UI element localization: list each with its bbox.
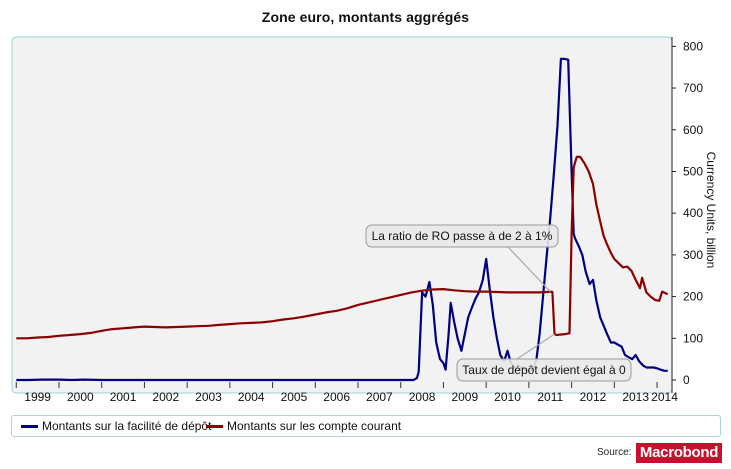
- x-tick-label: 2004: [238, 390, 265, 404]
- y-tick-label: 300: [683, 248, 703, 262]
- macrobond-logo: Macrobond: [636, 443, 722, 463]
- y-axis: 0 100 200 300 400 500 600 700 800: [671, 37, 703, 393]
- y-tick-label: 200: [683, 290, 703, 304]
- chart-title: Zone euro, montants aggrégés: [261, 9, 470, 25]
- y-tick-label: 600: [683, 123, 703, 137]
- x-tick-label: 2009: [451, 390, 478, 404]
- x-tick-label: 2011: [537, 390, 563, 404]
- y-tick-label: 100: [683, 331, 703, 345]
- y-tick-label: 800: [683, 39, 703, 53]
- y-axis-title: Currency Units, billion: [704, 152, 718, 269]
- x-tick-label: 2010: [494, 390, 521, 404]
- legend-swatch-deposit-facility: [21, 424, 38, 428]
- x-tick-label: 2006: [323, 390, 350, 404]
- x-tick-label: 2014: [651, 390, 678, 404]
- x-tick-label: 2003: [195, 390, 222, 404]
- x-tick-label: 2008: [409, 390, 436, 404]
- y-tick-label: 500: [683, 164, 703, 178]
- y-tick-label: 700: [683, 81, 703, 95]
- y-tick-label: 400: [683, 206, 703, 220]
- legend-item-deposit-facility: Montants sur la facilité de dépôt: [21, 419, 211, 433]
- annotation-layer: La ratio de RO passe à de 2 à 1% Taux de …: [365, 224, 632, 382]
- legend-item-current-account: Montants sur les compte courant: [206, 419, 401, 433]
- legend: Montants sur la facilité de dépôt Montan…: [11, 415, 721, 437]
- legend-label-deposit-facility: Montants sur la facilité de dépôt: [42, 419, 212, 433]
- x-tick-label: 2001: [110, 390, 137, 404]
- x-tick-label: 2000: [67, 390, 94, 404]
- source-label: Source:: [597, 447, 632, 458]
- annotation-deposit-rate-text: Taux de dépôt devient égal à 0: [462, 363, 626, 377]
- annotation-deposit-rate-box: [456, 358, 632, 382]
- annotation-ro-ratio-text: La ratio de RO passe à de 2 à 1%: [372, 229, 553, 243]
- legend-label-current-account: Montants sur les compte courant: [227, 419, 402, 433]
- annotation-ro-ratio-leader: [507, 246, 551, 292]
- x-tick-label: 2005: [281, 390, 308, 404]
- x-tick-label: 2012: [580, 390, 607, 404]
- x-axis: 1999 2000 2001 2002 2003 2004 2005 2006 2007 2008…: [15, 382, 678, 404]
- legend-swatch-current-account: [206, 424, 223, 428]
- x-tick-label: 2013: [622, 390, 649, 404]
- x-tick-label: 2007: [366, 390, 393, 404]
- y-tick-label: 0: [683, 373, 690, 387]
- series-line-current-account: [16, 155, 669, 340]
- annotation-deposit-rate-leader: [516, 333, 555, 360]
- annotation-ro-ratio-box: [365, 224, 559, 248]
- x-tick-label: 1999: [24, 390, 51, 404]
- x-tick-label: 2002: [152, 390, 179, 404]
